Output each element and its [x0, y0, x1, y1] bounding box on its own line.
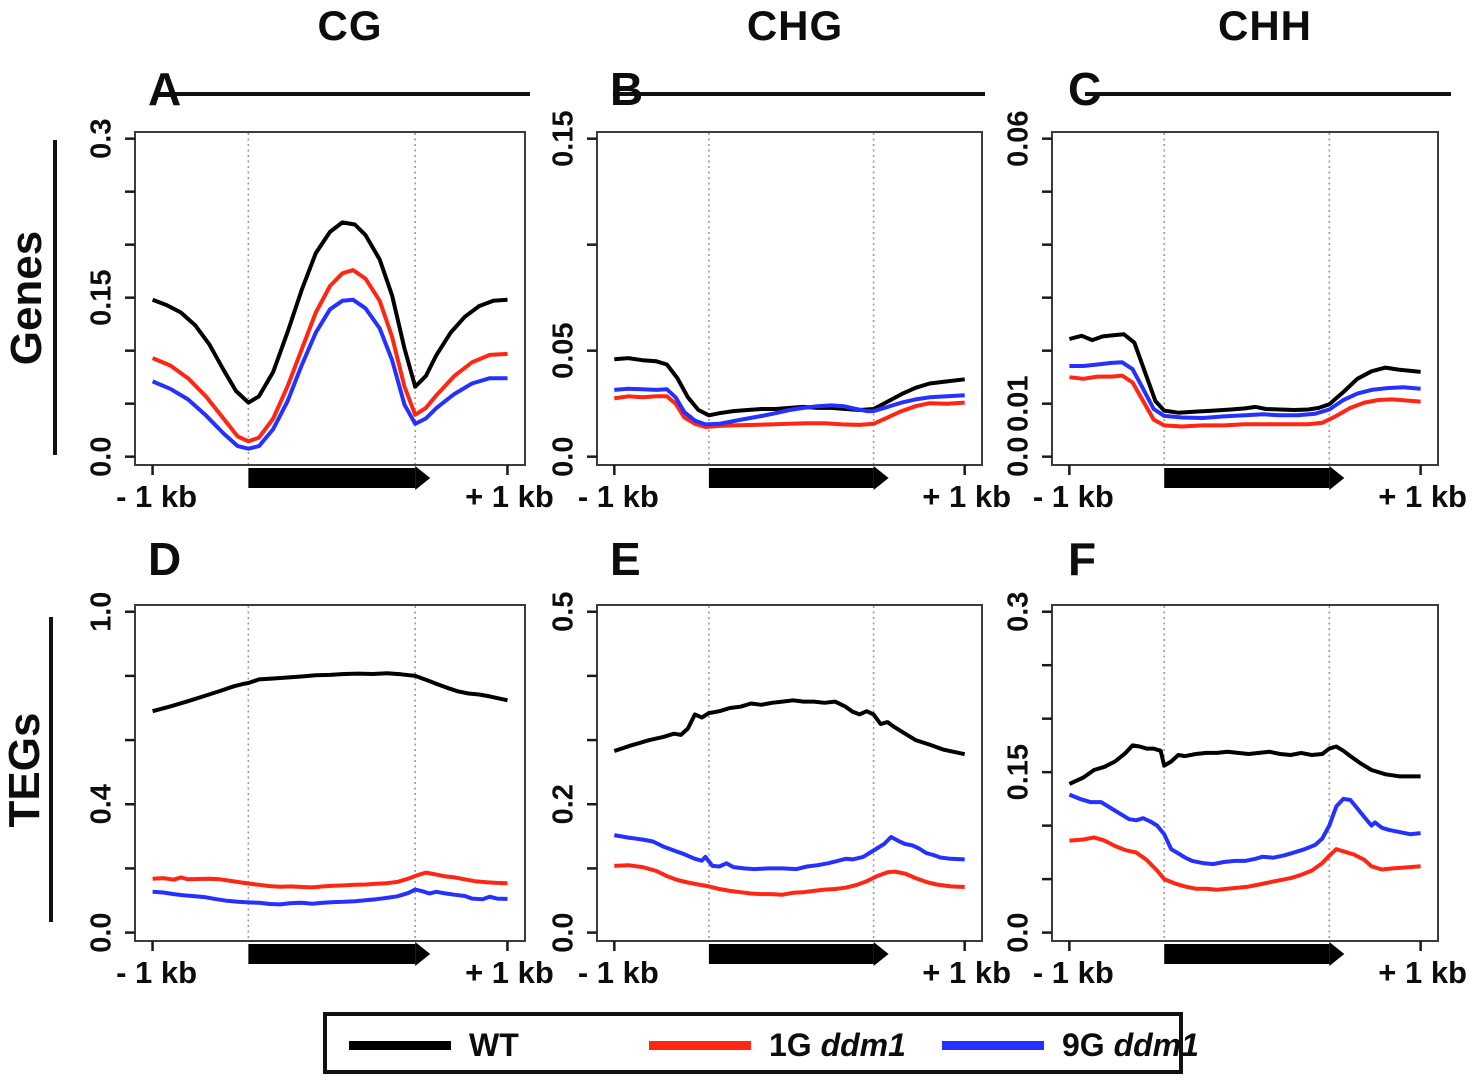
panel-letter-a: A: [148, 63, 182, 115]
column-header-chg: CHG: [746, 2, 844, 49]
x-axis-label-right: + 1 kb: [1378, 955, 1467, 990]
x-axis-label-left: - 1 kb: [116, 955, 197, 990]
ddm1-1g-series-line: [1069, 373, 1421, 429]
plot-box: [134, 131, 526, 466]
x-axis-label-right: + 1 kb: [465, 479, 554, 514]
gene-body-arrow-tip: [1329, 942, 1345, 966]
x-axis-label-right: + 1 kb: [922, 955, 1011, 990]
ddm1-1g-series-line: [152, 870, 508, 890]
legend-1g-italic: ddm1: [820, 1027, 906, 1063]
panel-letter-f: F: [1068, 533, 1097, 585]
wt-series-line: [613, 698, 966, 757]
ddm1-9g-series-line: [614, 386, 965, 427]
y-tick-label: 0.4: [86, 784, 118, 824]
x-axis-label-left: - 1 kb: [1033, 955, 1114, 990]
panel-letter-d: D: [148, 533, 182, 585]
legend-9g-ddm1-label: 9G ddm1: [1062, 1027, 1199, 1064]
column-header-underline: [613, 92, 985, 96]
ddm1-9g-series-line: [151, 297, 508, 451]
y-tick-label: 1.0: [86, 592, 118, 632]
y-tick-label: 0.15: [548, 110, 580, 166]
y-tick-label: 0.05: [548, 322, 580, 378]
legend-1g-text: 1G: [769, 1027, 821, 1063]
y-tick-label: 0.15: [1003, 744, 1035, 800]
gene-body-arrow-tip: [1329, 466, 1345, 490]
column-header-underline: [170, 92, 530, 96]
ddm1-9g-series-line: [1068, 792, 1421, 867]
y-tick-label: 0.2: [548, 784, 580, 824]
plot-box: [596, 604, 983, 942]
gene-body-arrow: [248, 944, 416, 964]
wt-series-line: [1068, 332, 1421, 415]
panel-d-plot: 0.0 0.4 1.0 - 1 kb + 1 kb: [86, 592, 554, 990]
y-tick-label: 0.0: [1003, 437, 1035, 477]
gene-body-arrow: [708, 944, 874, 964]
column-header-cg: CG: [317, 2, 383, 49]
panel-letter-e: E: [610, 533, 641, 585]
wt-series-line: [614, 356, 965, 418]
legend-9g-ddm1-line: [942, 1041, 1044, 1050]
wt-series-line: [1068, 743, 1421, 786]
panel-a-plot: 0.0 0.15 0.3 - 1 kb + 1 kb: [86, 118, 554, 514]
panel-e-plot: 0.0 0.2 0.5 - 1 kb + 1 kb: [548, 592, 1011, 990]
y-tick-label: 0.15: [86, 269, 118, 325]
ddm1-1g-series-line: [614, 863, 965, 897]
y-tick-label: 0.0: [548, 912, 580, 952]
y-tick-label: 0.0: [1003, 912, 1035, 952]
ddm1-1g-series-line: [614, 394, 965, 429]
panel-letter-b: B: [610, 63, 644, 115]
x-axis-label-right: + 1 kb: [922, 479, 1011, 514]
y-tick-label: 0.0: [86, 437, 118, 477]
y-tick-label: 0.0: [86, 912, 118, 952]
legend-wt-label: WT: [469, 1027, 519, 1064]
ddm1-9g-series-line: [152, 887, 508, 907]
x-axis-label-right: + 1 kb: [1378, 479, 1467, 514]
x-axis-label-left: - 1 kb: [116, 479, 197, 514]
x-axis-label-left: - 1 kb: [578, 479, 659, 514]
gene-body-arrow-tip: [873, 942, 889, 966]
y-tick-label: 0.3: [86, 118, 118, 158]
x-axis-label-right: + 1 kb: [465, 955, 554, 990]
y-tick-label: 0.3: [1003, 592, 1035, 632]
column-header-chh: CHH: [1218, 2, 1312, 49]
legend-1g-ddm1-line: [649, 1041, 751, 1050]
plot-box: [596, 131, 983, 466]
legend-9g-text: 9G: [1062, 1027, 1114, 1063]
ddm1-9g-series-line: [1069, 360, 1421, 420]
gene-body-arrow: [248, 468, 416, 488]
ddm1-1g-series-line: [1069, 835, 1421, 892]
y-tick-label: 0.06: [1003, 110, 1035, 166]
plot-box: [134, 604, 526, 942]
y-tick-label: 0.5: [548, 592, 580, 632]
gene-body-arrow: [708, 468, 874, 488]
panel-letter-c: C: [1068, 63, 1102, 115]
panel-b-plot: 0.0 0.05 0.15 - 1 kb + 1 kb: [548, 110, 1011, 514]
gene-body-arrow-tip: [873, 466, 889, 490]
ddm1-1g-series-line: [151, 268, 508, 444]
wt-series-line: [152, 671, 508, 714]
gene-body-arrow: [1164, 468, 1330, 488]
column-header-underline: [1085, 92, 1451, 96]
x-axis-label-left: - 1 kb: [578, 955, 659, 990]
legend-wt-line: [349, 1041, 451, 1050]
legend-9g-italic: ddm1: [1113, 1027, 1199, 1063]
y-tick-label: 0.0: [548, 437, 580, 477]
gene-body-arrow: [1164, 944, 1330, 964]
y-tick-label: 0.01: [1003, 375, 1035, 431]
legend-box: WT 1G ddm1 9G ddm1: [323, 1012, 1199, 1074]
gene-body-arrow-tip: [415, 466, 431, 490]
legend-wt-text: WT: [469, 1027, 519, 1063]
row-label-line: [53, 140, 57, 455]
x-axis-label-left: - 1 kb: [1033, 479, 1114, 514]
ddm1-9g-series-line: [613, 833, 965, 872]
wt-series-line: [151, 220, 508, 405]
panel-f-plot: 0.0 0.15 0.3 - 1 kb + 1 kb: [1003, 592, 1467, 990]
panel-c-plot: 0.0 0.01 0.06 - 1 kb + 1 kb: [1003, 110, 1467, 514]
row-label-line: [49, 617, 53, 922]
legend-1g-ddm1-label: 1G ddm1: [769, 1027, 906, 1064]
gene-body-arrow-tip: [415, 942, 431, 966]
